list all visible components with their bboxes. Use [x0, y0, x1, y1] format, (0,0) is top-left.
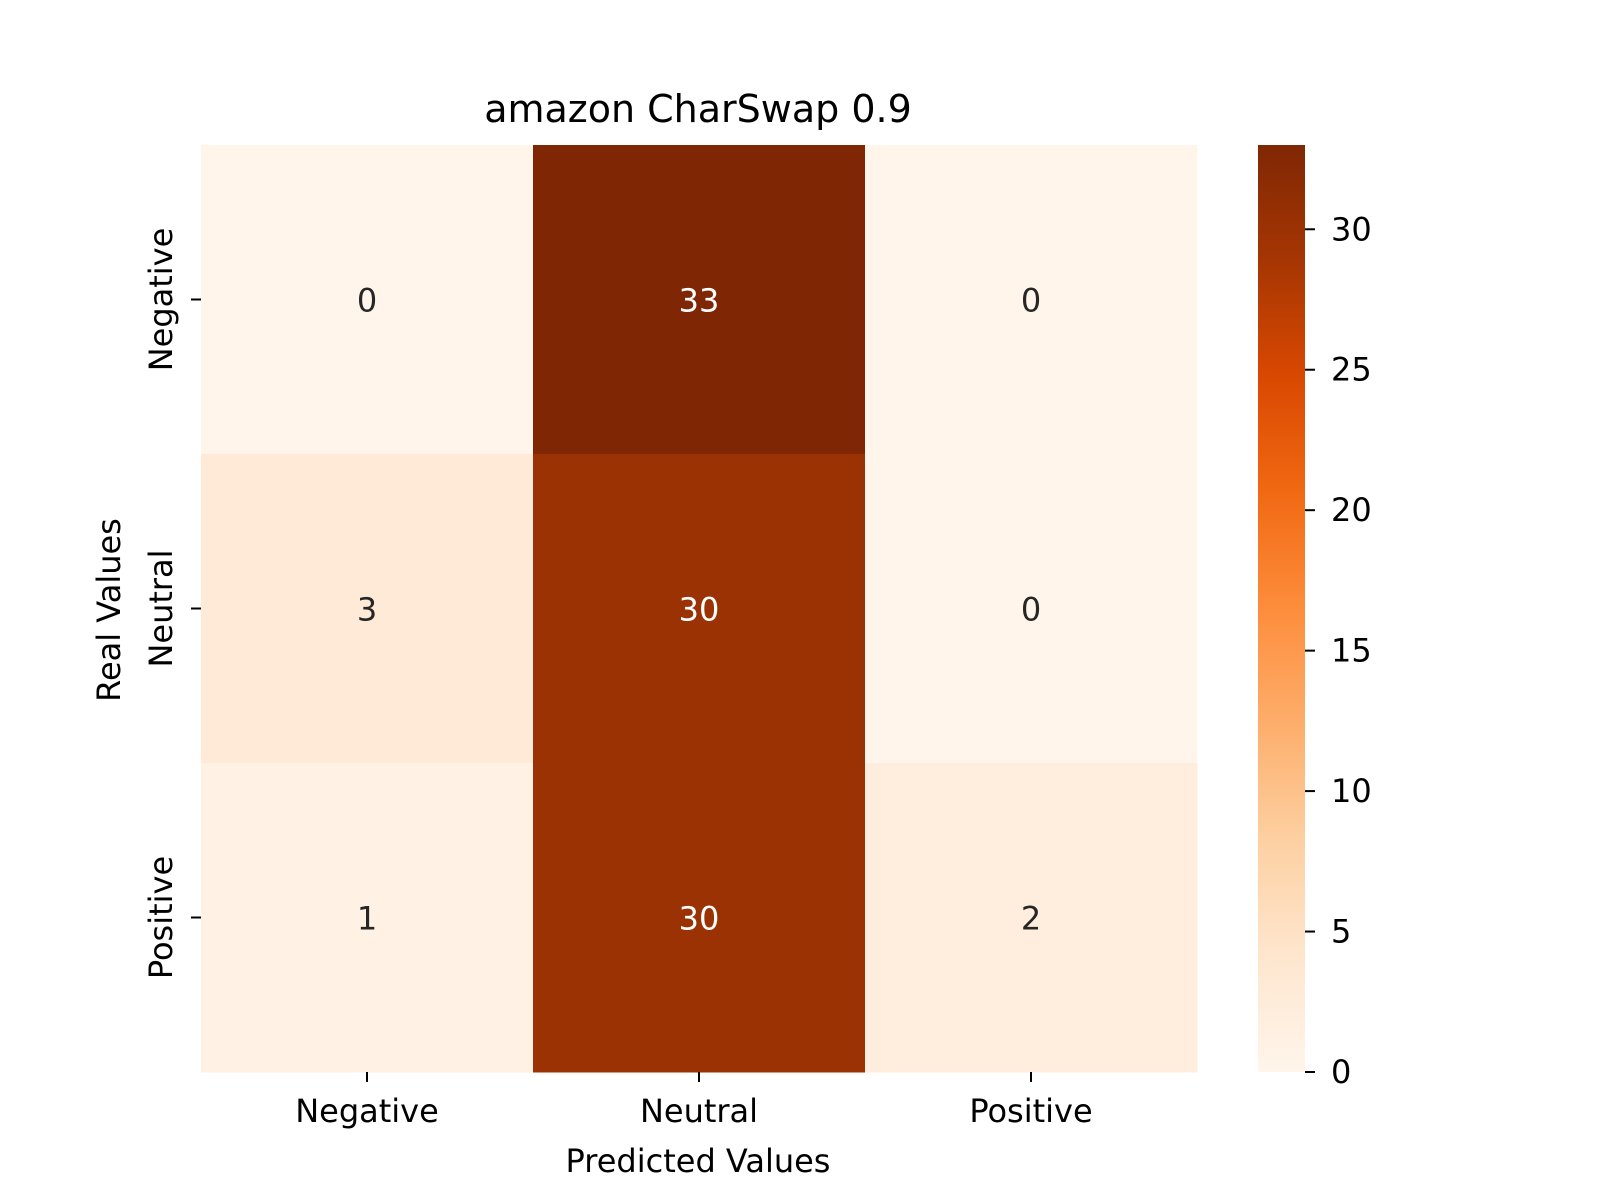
cell-value-labels: 0 33 03 30 01 30 2 [357, 282, 1041, 938]
x-tick-label: Neutral [640, 1092, 758, 1130]
heatmap-cell-r0-c0 [201, 145, 534, 455]
colorbar-tick-label: 15 [1331, 632, 1372, 670]
heatmap-cell-r0-c1 [533, 145, 866, 455]
y-axis-label: Real Values [90, 518, 128, 702]
cell-value-label: 0 [357, 282, 377, 320]
x-axis-ticks: Negative Neutral Positive [295, 1072, 1093, 1130]
cell-value-label: 2 [1021, 900, 1041, 938]
heatmap-cell-r1-c2 [865, 454, 1198, 764]
colorbar-tick-label: 10 [1331, 772, 1372, 810]
heatmap-cells [201, 145, 1198, 1073]
colorbar-ticks: 0 5 10 15 20 25 30 [1305, 210, 1372, 1091]
y-tick-label: Negative [142, 228, 180, 372]
colorbar [1258, 145, 1305, 1072]
heatmap-cell-r1-c0 [201, 454, 534, 764]
y-tick-label: Positive [142, 856, 180, 979]
heatmap-cell-r2-c1 [533, 763, 866, 1073]
colorbar-tick-label: 30 [1331, 210, 1372, 248]
heatmap-cell-r1-c1 [533, 454, 866, 764]
x-tick-label: Negative [295, 1092, 439, 1130]
heatmap-cell-r0-c2 [865, 145, 1198, 455]
cell-value-label: 0 [1021, 591, 1041, 629]
cell-value-label: 30 [679, 591, 720, 629]
cell-value-label: 3 [357, 591, 377, 629]
y-axis-ticks: Negative Neutral Positive [142, 228, 201, 979]
colorbar-tick-label: 0 [1331, 1053, 1351, 1091]
colorbar-tick-label: 25 [1331, 351, 1372, 389]
heatmap-cell-r2-c2 [865, 763, 1198, 1073]
heatmap-cell-r2-c0 [201, 763, 534, 1073]
colorbar-tick-label: 20 [1331, 491, 1372, 529]
colorbar-tick-label: 5 [1331, 913, 1351, 951]
chart-title: amazon CharSwap 0.9 [484, 87, 912, 131]
cell-value-label: 1 [357, 900, 377, 938]
x-axis-label: Predicted Values [566, 1142, 831, 1180]
cell-value-label: 33 [679, 282, 720, 320]
cell-value-label: 30 [679, 900, 720, 938]
cell-value-label: 0 [1021, 282, 1041, 320]
y-tick-label: Neutral [142, 549, 180, 667]
x-tick-label: Positive [969, 1092, 1092, 1130]
